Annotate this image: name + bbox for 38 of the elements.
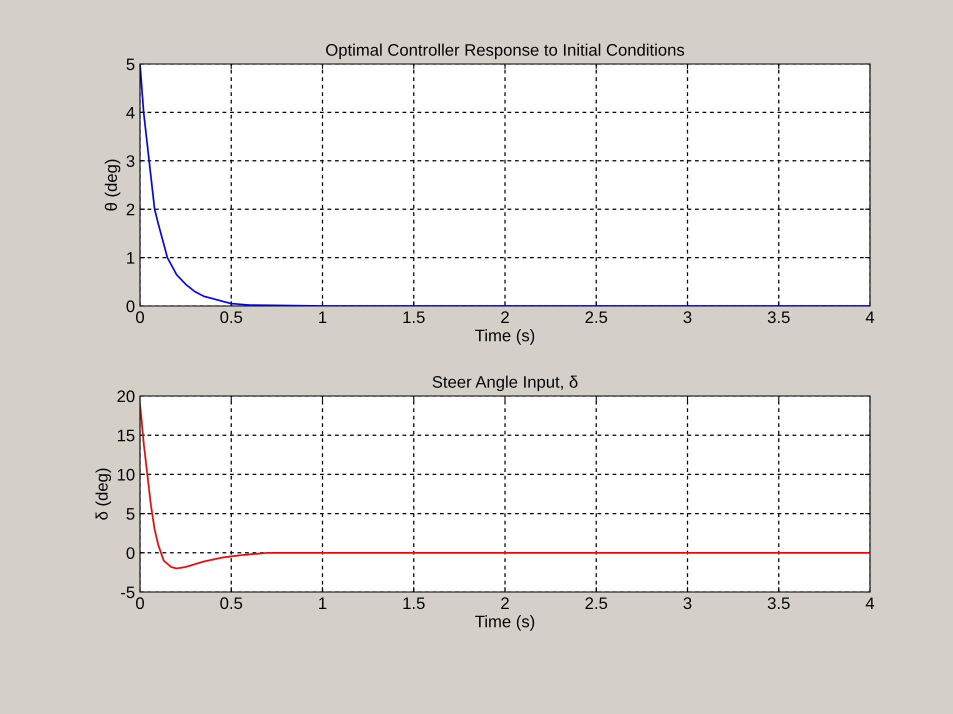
x-tick-label: 2	[501, 597, 509, 609]
x-tick-label: 0.5	[220, 311, 242, 324]
x-tick-label: 2.5	[586, 597, 608, 610]
y-tick-label: 20	[117, 390, 134, 402]
x-tick-label: 3.5	[768, 597, 790, 610]
y-tick-label: 15	[118, 430, 134, 442]
x-tick-label: 4	[866, 311, 874, 323]
x-tick-label: 3	[684, 597, 692, 610]
x-tick-label: 0	[136, 311, 144, 324]
line-series	[140, 64, 870, 306]
x-tick-label: 3	[684, 311, 692, 324]
x-tick-label: 0.5	[220, 597, 242, 610]
y-tick-label: 10	[118, 468, 134, 481]
chart-title: Steer Angle Input, δ	[432, 376, 578, 392]
x-axis-title: Time (s)	[475, 615, 534, 631]
y-axis-title: θ (deg)	[104, 160, 120, 211]
x-tick-label: 2.5	[586, 311, 608, 324]
chart-title: Optimal Controller Response to Initial Conditions	[326, 44, 684, 60]
y-tick-label: 5	[126, 508, 134, 520]
x-tick-label: 1.5	[403, 311, 425, 324]
x-tick-label: 3.5	[768, 311, 790, 324]
x-tick-label: 1.5	[403, 597, 425, 610]
y-tick-label: 4	[126, 106, 135, 118]
y-tick-label: 5	[126, 58, 134, 70]
x-tick-label: 0	[136, 597, 144, 610]
y-tick-label: 0	[126, 300, 134, 312]
y-tick-label: 1	[127, 252, 134, 264]
y-tick-label: 2	[126, 204, 134, 216]
y-tick-label: -5	[121, 586, 134, 598]
x-tick-label: 1	[319, 597, 326, 609]
x-axis-title: Time (s)	[475, 329, 534, 345]
x-tick-label: 4	[866, 597, 874, 609]
x-tick-label: 2	[501, 311, 509, 323]
line-series	[140, 403, 870, 570]
y-axis-title: δ (deg)	[96, 468, 112, 520]
x-tick-label: 1	[319, 311, 326, 323]
y-tick-label: 0	[126, 547, 134, 560]
y-tick-label: 3	[126, 155, 134, 168]
